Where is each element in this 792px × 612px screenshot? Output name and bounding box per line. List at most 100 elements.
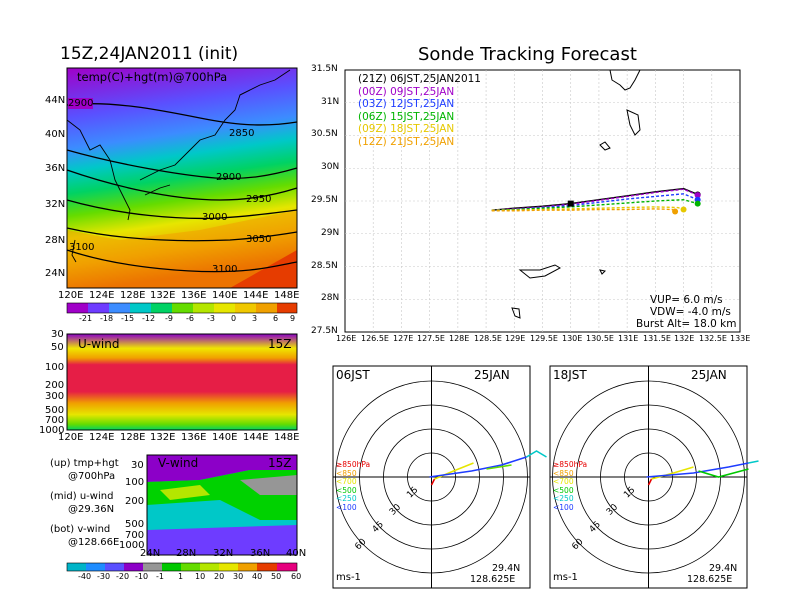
- uwind-lon-label: 140E: [212, 432, 238, 443]
- pressure-key-item: <500: [336, 485, 357, 495]
- wind-colorbar-label: -10: [135, 572, 149, 581]
- hodograph-trace: [429, 456, 527, 478]
- wind-colorbar-label: 10: [195, 572, 206, 581]
- pressure-key-item: <700: [553, 477, 574, 486]
- uwind-lon-label: 136E: [181, 432, 207, 443]
- vwind-pressure-label: 100: [125, 477, 145, 488]
- track-lat-label: 31N: [321, 97, 340, 107]
- track-lat-label: 27.5N: [311, 326, 338, 336]
- hodo-unit: ms-1: [553, 572, 578, 583]
- pressure-key-item: <100: [553, 502, 574, 512]
- map-lon-label: 136E: [181, 290, 207, 301]
- track-lat-label: 29.5N: [311, 195, 338, 205]
- vwind-label: V-wind: [158, 456, 199, 470]
- track-lat-label: 29N: [321, 228, 340, 238]
- contour-label: 2900: [216, 172, 242, 183]
- hodograph-trace: [651, 466, 694, 480]
- track-endpoint: [680, 206, 687, 213]
- param-vup: VUP= 6.0 m/s: [650, 294, 723, 306]
- contour-label: 2900: [68, 98, 94, 109]
- hodo-unit: ms-1: [336, 572, 361, 583]
- hodograph-trace: [486, 464, 512, 470]
- temp-colorbar-label: 6: [273, 314, 279, 323]
- wind-colorbar-label: -1: [156, 572, 164, 581]
- wind-colorbar-label: -40: [78, 572, 92, 581]
- track-endpoint: [672, 208, 679, 215]
- panel-legend-line: @128.66E: [68, 537, 120, 548]
- track-lon-label: 126E: [336, 334, 357, 343]
- track-lon-label: 131.5E: [643, 334, 671, 343]
- temp-colorbar-label: -12: [142, 314, 156, 323]
- map-lon-label: 140E: [212, 290, 238, 301]
- hodograph-trace: [646, 462, 749, 478]
- hodograph-trace: [748, 460, 759, 464]
- map-lon-label: 120E: [58, 290, 84, 301]
- map-lat-label: 44N: [45, 95, 66, 106]
- pressure-key-item: ≥850hPa: [553, 460, 588, 469]
- hodo-time-left: 06JST: [336, 368, 370, 382]
- track-lon-label: 130.5E: [586, 334, 614, 343]
- temp-colorbar-label: -9: [165, 314, 173, 323]
- left-title: 15Z,24JAN2011 (init): [60, 44, 239, 64]
- track-lon-label: 130E: [562, 334, 583, 343]
- pressure-key-item: <250: [553, 494, 574, 503]
- temp-colorbar-label: 9: [290, 314, 296, 323]
- wind-colorbar-label: 1: [178, 572, 184, 581]
- uwind-lon-label: 132E: [150, 432, 176, 443]
- pressure-key-item: ≥850hPa: [336, 460, 371, 469]
- track-lon-label: 127.5E: [417, 334, 445, 343]
- contour-label: 3000: [202, 212, 228, 223]
- vwind-lat-label: 28N: [176, 548, 197, 559]
- vwind-pressure-label: 700: [125, 530, 145, 541]
- hodograph-trace: [434, 462, 474, 480]
- hodograph-trace: [526, 450, 547, 458]
- panel-legend-line: @700hPa: [68, 471, 116, 482]
- vwind-pressure-label: 500: [125, 519, 145, 530]
- pressure-label: 300: [45, 391, 65, 402]
- track-lon-label: 129E: [505, 334, 526, 343]
- param-burst: Burst Alt= 18.0 km: [636, 318, 737, 330]
- track-lon-label: 127E: [393, 334, 414, 343]
- panel-legend-line: (mid) u-wind: [50, 491, 114, 502]
- legend-item: (06Z) 15JST,25JAN: [358, 110, 455, 123]
- track-endpoint: [694, 200, 701, 207]
- hodo-time-right: 25JAN: [474, 368, 510, 382]
- vwind-lat-label: 40N: [286, 548, 307, 559]
- hodo-lat: 29.4N: [709, 563, 738, 574]
- track-lon-label: 128E: [449, 334, 470, 343]
- uwind-lon-label: 120E: [58, 432, 84, 443]
- map-lat-label: 32N: [45, 199, 66, 210]
- pressure-label: 30: [51, 329, 64, 340]
- track-line: [491, 208, 676, 213]
- wind-colorbar-label: 30: [233, 572, 244, 581]
- vwind-lat-label: 36N: [250, 548, 271, 559]
- wind-colorbar-label: -20: [116, 572, 130, 581]
- track-line: [491, 198, 698, 211]
- hodo-pressure-key: ≥850hPa <850 <700 <500 <250 <100: [553, 460, 588, 512]
- track-lat-label: 30N: [321, 162, 340, 172]
- temp-colorbar-label: -18: [100, 314, 114, 323]
- temp-colorbar-label: -3: [207, 314, 215, 323]
- vwind-pressure-label: 1000: [119, 540, 145, 551]
- legend-item: (21Z) 06JST,25JAN2011: [358, 73, 481, 85]
- track-lon-label: 133E: [730, 334, 751, 343]
- track-lon-label: 126.5E: [361, 334, 389, 343]
- map-lon-label: 148E: [274, 290, 300, 301]
- track-lat-label: 30.5N: [311, 129, 338, 139]
- wind-colorbar-label: 60: [291, 572, 302, 581]
- vwind-lat-label: 24N: [140, 548, 161, 559]
- map-lon-label: 144E: [243, 290, 269, 301]
- track-lon-label: 128.5E: [474, 334, 502, 343]
- wind-colorbar-label: 40: [252, 572, 263, 581]
- temp-colorbar-label: 0: [231, 314, 237, 323]
- temp-colorbar-label: -6: [186, 314, 194, 323]
- pressure-label: 1000: [39, 425, 65, 436]
- uwind-lon-label: 124E: [89, 432, 115, 443]
- hodo-lat: 29.4N: [492, 563, 521, 574]
- map-lon-label: 132E: [150, 290, 176, 301]
- panel-legend-line: @29.36N: [68, 504, 115, 515]
- uwind-lon-label: 128E: [120, 432, 146, 443]
- hodograph-trace: [698, 468, 749, 478]
- legend-item: (03Z) 12JST,25JAN: [358, 98, 455, 110]
